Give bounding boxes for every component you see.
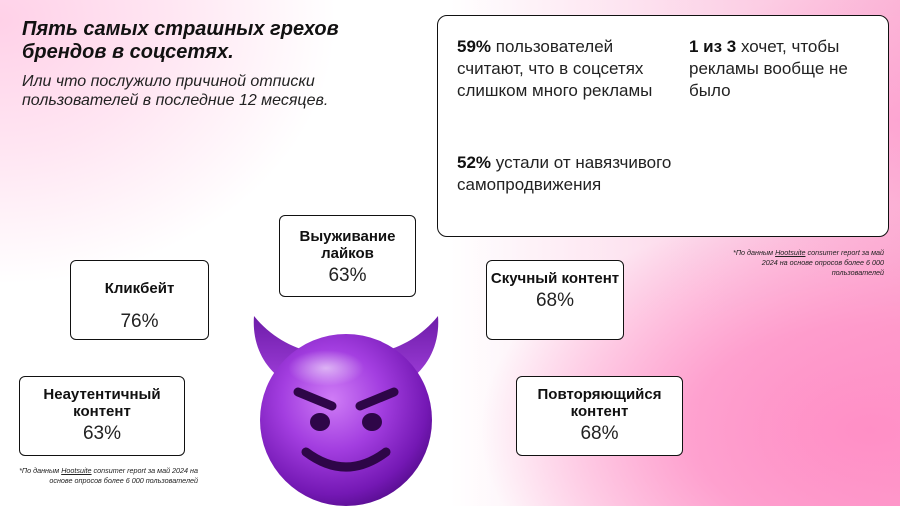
right-eye xyxy=(362,413,382,431)
footnote-prefix: *По данным xyxy=(733,248,776,257)
devil-smile xyxy=(301,447,391,472)
stat-self-promotion: 52% устали от навязчивого самопродвижени… xyxy=(457,152,672,196)
stat-text: устали от навязчивого самопродвижения xyxy=(457,153,672,194)
sin-card-like-baiting: Выуживание лайков 63% xyxy=(279,215,416,297)
stat-value: 1 из 3 xyxy=(689,37,737,56)
sin-label: Выуживание лайков xyxy=(299,228,396,262)
sin-card-boring-content: Скучный контент 68% xyxy=(486,260,624,340)
sin-percent: 68% xyxy=(535,290,575,311)
sin-card-repetitive-content: Повторяющийся контент 68% xyxy=(516,376,683,456)
left-eyebrow xyxy=(293,387,337,411)
sin-label: Кликбейт xyxy=(104,280,175,297)
stat-no-ads: 1 из 3 хочет, чтобы рекламы вообще не бы… xyxy=(689,36,884,102)
page-title: Пять самых страшных грехов брендов в соц… xyxy=(22,18,339,63)
sin-label: Неаутентичный контент xyxy=(43,386,161,420)
footnote-source-link[interactable]: Hootsuite xyxy=(61,466,92,475)
stat-text: хочет, чтобы рекламы вообще не было xyxy=(689,37,848,100)
source-footnote-right: *По данным Hootsuite consumer report за … xyxy=(720,248,884,278)
source-footnote-left: *По данным Hootsuite consumer report за … xyxy=(14,466,198,486)
right-eyebrow xyxy=(355,387,399,411)
left-eye xyxy=(310,413,330,431)
footnote-source-link[interactable]: Hootsuite xyxy=(775,248,806,257)
sin-card-clickbait: Кликбейт 76% xyxy=(70,260,209,340)
footnote-text: consumer report за май 2024 на основе оп… xyxy=(761,248,884,277)
footnote-prefix: *По данным xyxy=(19,466,62,475)
stat-text: пользователей считают, что в соцсетях сл… xyxy=(457,37,653,100)
sin-label: Скучный контент xyxy=(490,270,620,287)
sin-percent: 76% xyxy=(120,311,159,332)
stats-panel: 59% пользователей считают, что в соцсетя… xyxy=(437,15,889,237)
smiling-devil-icon xyxy=(253,316,439,506)
page-subtitle: Или что послужило причиной отписки польз… xyxy=(22,73,329,109)
sin-card-inauthentic-content: Неаутентичный контент 63% xyxy=(19,376,185,456)
stat-ad-overload: 59% пользователей считают, что в соцсетя… xyxy=(457,36,672,102)
sin-percent: 63% xyxy=(328,265,367,286)
sin-percent: 68% xyxy=(580,423,619,444)
footnote-text: consumer report за май 2024 на основе оп… xyxy=(49,466,198,485)
sin-label: Повторяющийся контент xyxy=(537,386,662,420)
stat-value: 52% xyxy=(457,153,492,172)
sin-percent: 63% xyxy=(82,423,122,444)
stat-value: 59% xyxy=(457,37,492,56)
